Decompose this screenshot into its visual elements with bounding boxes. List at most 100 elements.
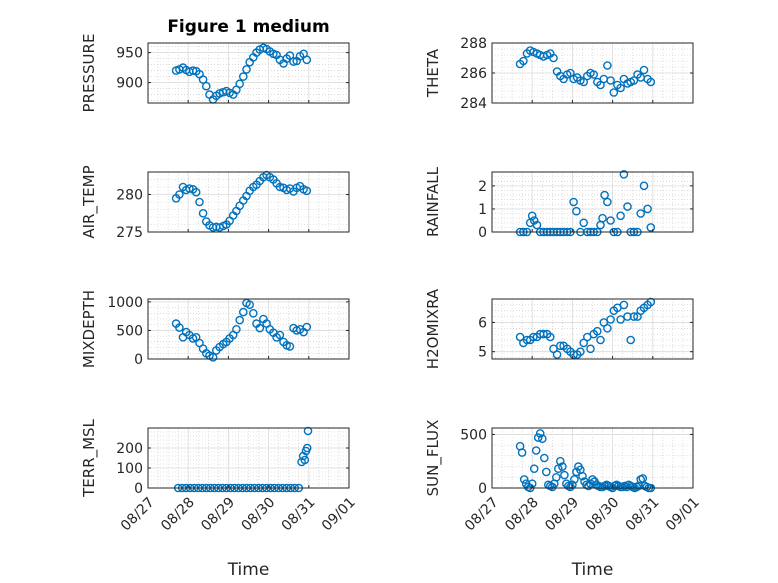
- data-point: [519, 475, 529, 484]
- y-tick-label: 950: [116, 46, 143, 62]
- data-point: [535, 429, 545, 438]
- data-point: [578, 471, 587, 481]
- data-point: [533, 433, 543, 442]
- data-point: [603, 323, 612, 333]
- y-axis-label: MIXDEPTH: [80, 290, 98, 368]
- data-point: [566, 482, 575, 492]
- x-tick-label: 08/29: [198, 494, 238, 534]
- y-tick-label: 2: [478, 179, 487, 195]
- data-point: [623, 312, 632, 321]
- data-point: [242, 65, 251, 74]
- data-point: [546, 332, 555, 342]
- data-point: [549, 53, 558, 63]
- series-points: [171, 298, 312, 362]
- data-point: [556, 456, 565, 466]
- data-point: [576, 347, 585, 357]
- x-tick-label: 08/31: [623, 494, 663, 534]
- data-point: [556, 341, 565, 351]
- data-point: [188, 66, 198, 75]
- data-point: [175, 323, 184, 332]
- data-point: [600, 190, 609, 200]
- data-point: [646, 297, 656, 307]
- minor-grid: [147, 427, 350, 489]
- x-tick-label: 08/28: [158, 494, 198, 534]
- data-point: [643, 204, 652, 214]
- panel-rainfall: 0 1 2 RAINFALL: [424, 166, 694, 241]
- y-tick-label: 0: [134, 481, 143, 497]
- data-point: [235, 315, 244, 325]
- axes-box: [491, 171, 694, 233]
- data-point: [558, 462, 567, 471]
- data-point: [540, 453, 549, 463]
- y-tick-label: 6: [478, 315, 487, 331]
- y-tick-label: 1: [478, 202, 487, 218]
- y-axis-label: SUN_FLUX: [424, 420, 443, 497]
- y-tick-label: 500: [460, 427, 487, 443]
- data-point: [519, 56, 528, 66]
- data-point: [532, 220, 542, 230]
- data-point: [586, 344, 595, 354]
- x-tick-label: 08/30: [239, 494, 279, 534]
- data-point: [191, 187, 201, 197]
- y-tick-label: 100: [116, 461, 143, 477]
- data-point: [616, 315, 625, 324]
- data-point: [303, 426, 313, 436]
- y-tick-label: 288: [460, 36, 487, 52]
- data-point: [552, 350, 562, 359]
- y-axis-label: THETA: [424, 48, 442, 98]
- axes-box: [147, 298, 350, 360]
- minor-grid: [491, 298, 694, 359]
- data-point: [302, 322, 312, 332]
- axes-box: [147, 427, 350, 489]
- data-point: [275, 182, 285, 192]
- data-point: [606, 315, 615, 324]
- y-axis-label: AIR_TEMP: [80, 165, 99, 238]
- panel-sun-flux: 0 500 08/27 08/28 08/29 08/30 08/31 09/01 Time SU…: [424, 420, 703, 580]
- data-point: [539, 329, 548, 339]
- data-point: [588, 475, 597, 484]
- data-point: [579, 218, 589, 228]
- x-tick-label: 09/01: [319, 494, 359, 534]
- y-tick-label: 0: [478, 481, 487, 497]
- data-point: [245, 300, 254, 310]
- data-point: [570, 475, 579, 484]
- x-axis-label: Time: [227, 560, 270, 580]
- x-tick-label: 08/28: [502, 494, 542, 534]
- chart-title: Figure 1 medium: [167, 17, 329, 37]
- minor-grid: [491, 171, 694, 233]
- panel-h2omixra: 5 6 H2OMIXRA: [424, 288, 694, 369]
- data-point: [255, 323, 265, 333]
- data-point: [527, 211, 537, 221]
- data-point: [552, 472, 561, 482]
- data-point: [560, 470, 569, 480]
- data-point: [603, 61, 612, 70]
- data-point: [589, 70, 599, 79]
- y-axis-label: TERR_MSL: [80, 418, 99, 497]
- data-point: [529, 464, 539, 474]
- data-point: [629, 76, 639, 85]
- data-point: [646, 223, 656, 232]
- axes-box: [491, 298, 694, 360]
- data-point: [623, 202, 632, 211]
- panel-air-temp: 275 280 AIR_TEMP: [80, 165, 350, 241]
- panel-theta: 284 286 288 THETA: [424, 36, 694, 112]
- y-tick-label: 275: [116, 225, 143, 241]
- data-point: [195, 197, 204, 207]
- data-point: [185, 184, 194, 193]
- panel-pressure: 900 950 PRESSURE Figure 1 medium: [80, 17, 350, 112]
- data-point: [569, 350, 578, 359]
- data-point: [629, 312, 639, 321]
- data-point: [531, 446, 541, 455]
- y-axis-label: H2OMIXRA: [424, 288, 442, 369]
- data-point: [538, 434, 547, 444]
- series-points: [515, 297, 656, 359]
- data-point: [596, 335, 605, 345]
- data-point: [609, 88, 619, 97]
- data-point: [302, 55, 312, 65]
- subplot-grid: 900 950 PRESSURE Figure 1 medium 284 286 288 TH…: [80, 17, 703, 580]
- y-tick-label: 900: [116, 76, 143, 92]
- panel-mixdepth: 0 500 1000 MIXDEPTH: [80, 290, 350, 368]
- data-point: [300, 455, 310, 465]
- data-point: [542, 467, 551, 477]
